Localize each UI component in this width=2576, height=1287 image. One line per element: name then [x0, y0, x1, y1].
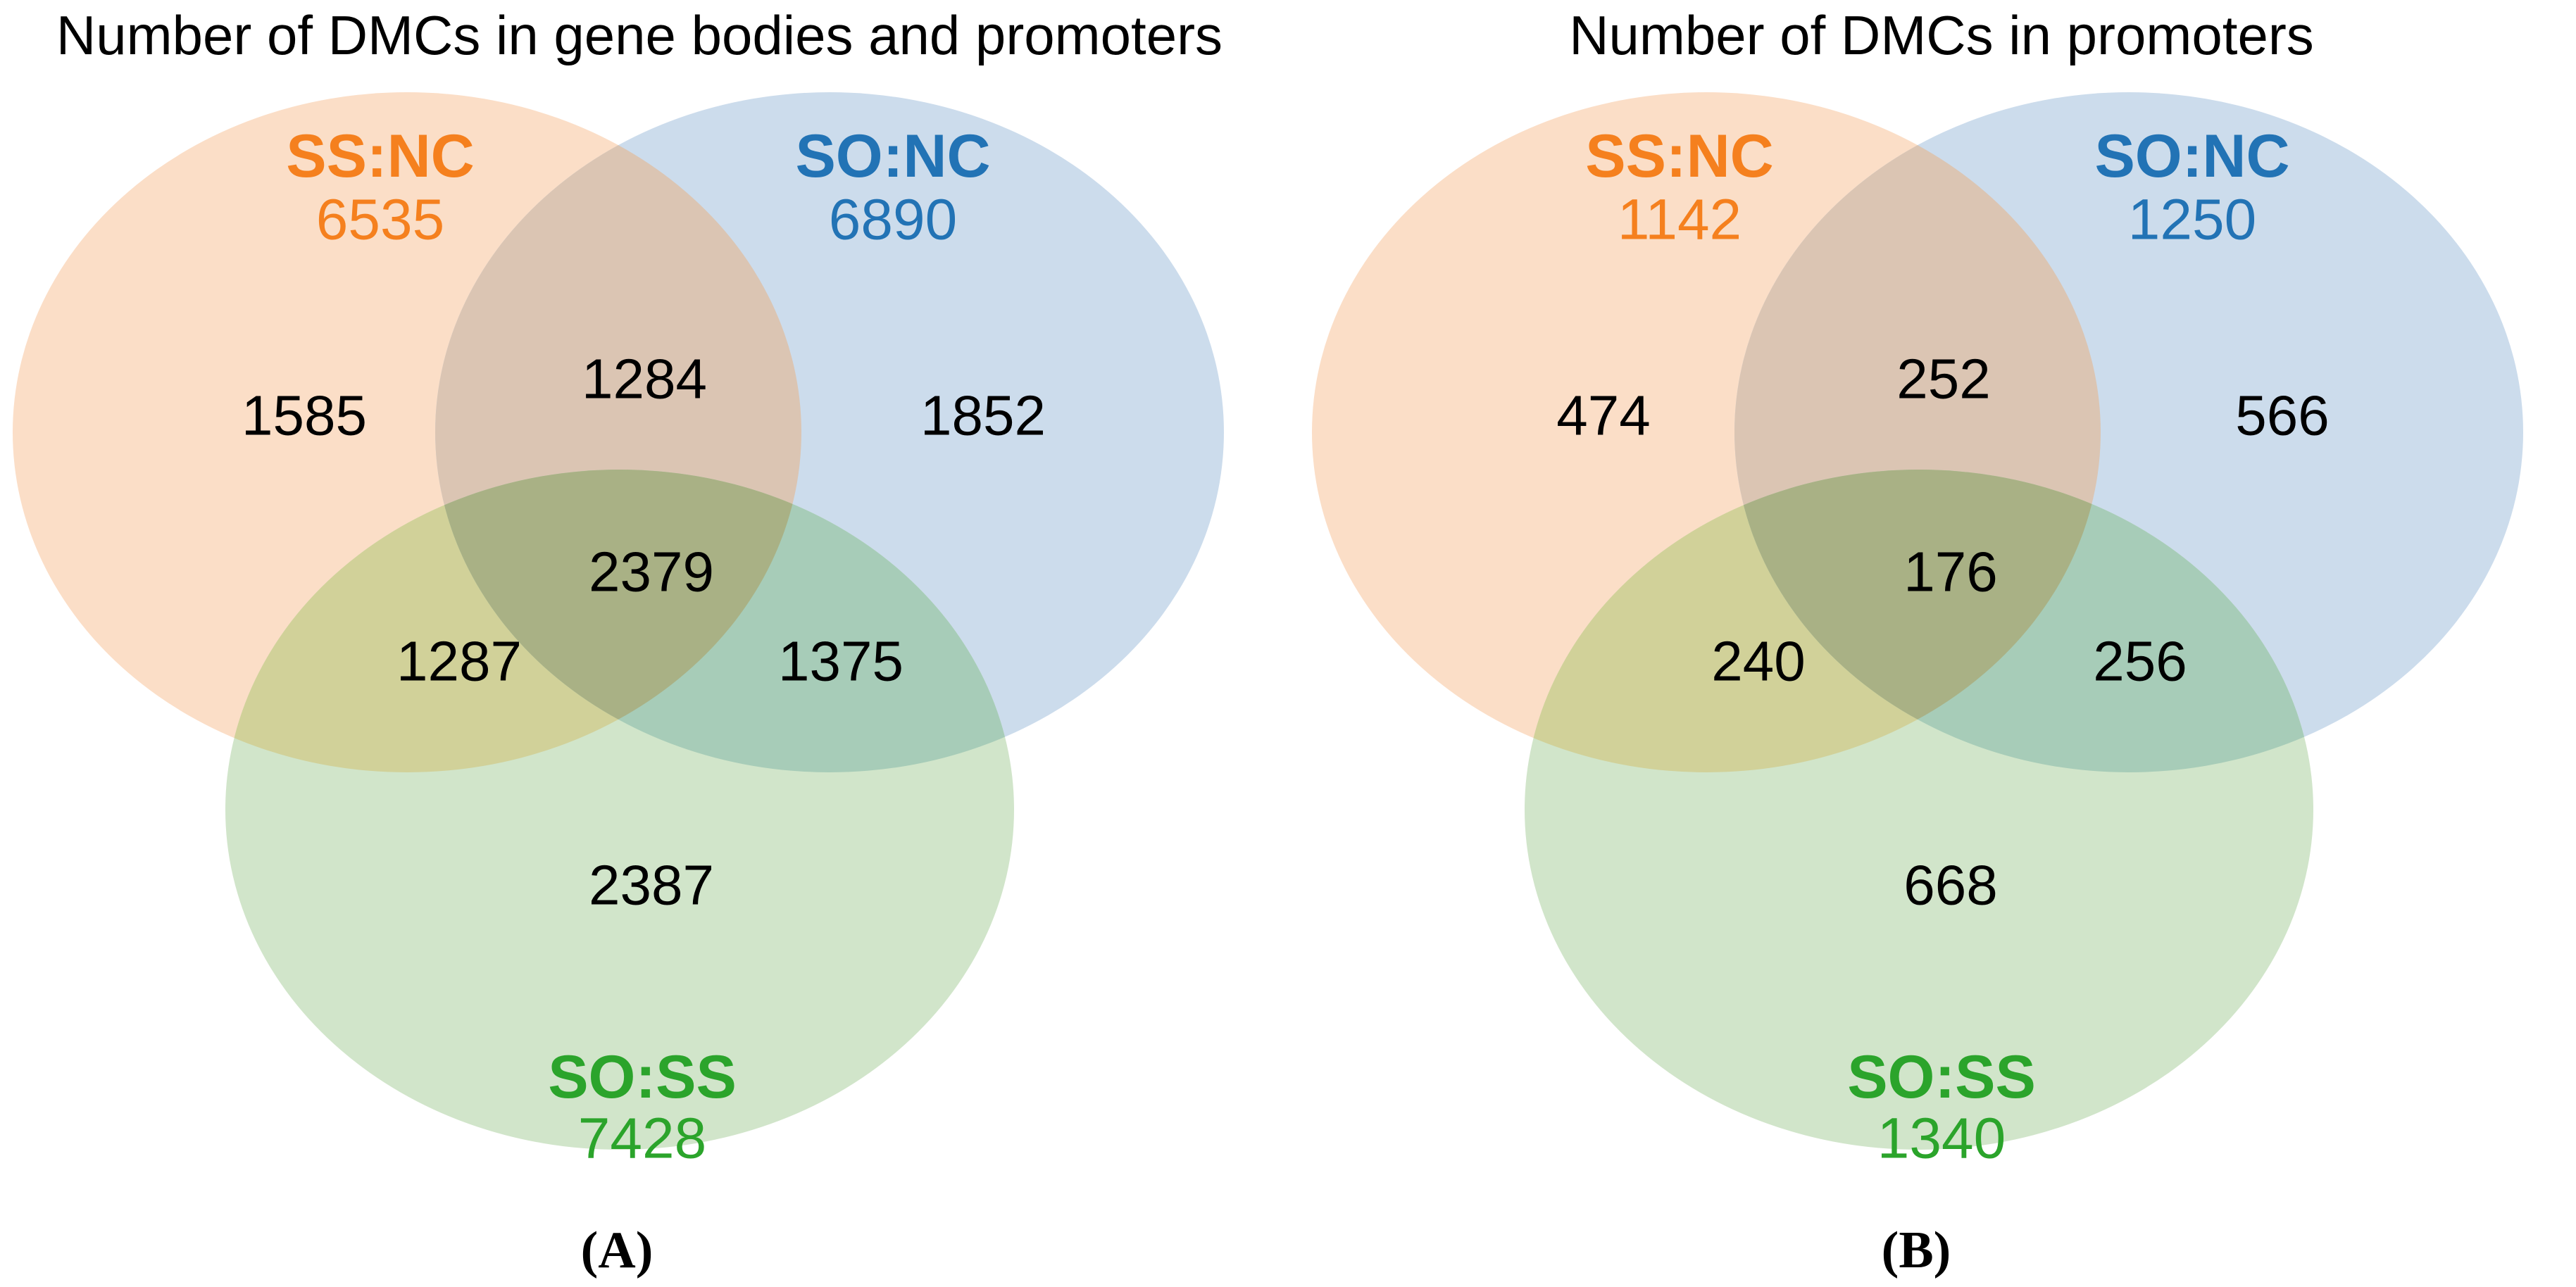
- set-total-sonc: 1250: [2128, 188, 2256, 252]
- venn-panel-b: Number of DMCs in promoters SS:NC 1142 S…: [1312, 4, 2523, 1279]
- set-total-soss: 1340: [1877, 1107, 2006, 1171]
- overlap-ssnc-soss: [1525, 470, 2101, 772]
- panel-b-title: Number of DMCs in promoters: [1569, 4, 2314, 66]
- count-sonc-soss: 256: [2093, 630, 2187, 693]
- count-all: 2379: [589, 541, 714, 603]
- panel-a-title: Number of DMCs in gene bodies and promot…: [56, 4, 1223, 66]
- panel-a-caption: (A): [581, 1222, 654, 1279]
- venn-panel-a: Number of DMCs in gene bodies and promot…: [13, 4, 1224, 1279]
- count-sonc-soss: 1375: [778, 630, 904, 693]
- count-ssnc-only: 1585: [242, 384, 367, 447]
- set-total-ssnc: 1142: [1618, 188, 1742, 252]
- count-sonc-only: 566: [2235, 384, 2329, 447]
- count-ssnc-sonc: 252: [1896, 348, 1990, 410]
- count-ssnc-sonc: 1284: [582, 348, 707, 410]
- set-total-soss: 7428: [578, 1107, 706, 1171]
- count-soss-only: 668: [1903, 854, 1997, 917]
- count-ssnc-soss: 1287: [396, 630, 522, 693]
- count-ssnc-only: 474: [1556, 384, 1650, 447]
- overlap-sonc-soss: [435, 470, 1014, 772]
- set-label-soss: SO:SS: [548, 1043, 737, 1111]
- set-total-sonc: 6890: [829, 188, 957, 252]
- count-all: 176: [1903, 541, 1997, 603]
- set-label-sonc: SO:NC: [795, 123, 990, 190]
- overlap-sonc-soss: [1734, 470, 2313, 772]
- set-label-sonc: SO:NC: [2094, 123, 2289, 190]
- count-sonc-only: 1852: [920, 384, 1046, 447]
- overlap-ssnc-soss: [225, 470, 801, 772]
- set-label-soss: SO:SS: [1847, 1043, 2036, 1111]
- set-label-ssnc: SS:NC: [286, 123, 475, 190]
- set-total-ssnc: 6535: [316, 188, 444, 252]
- count-ssnc-soss: 240: [1711, 630, 1805, 693]
- panel-b-caption: (B): [1882, 1222, 1951, 1279]
- count-soss-only: 2387: [589, 854, 714, 917]
- set-label-ssnc: SS:NC: [1585, 123, 1774, 190]
